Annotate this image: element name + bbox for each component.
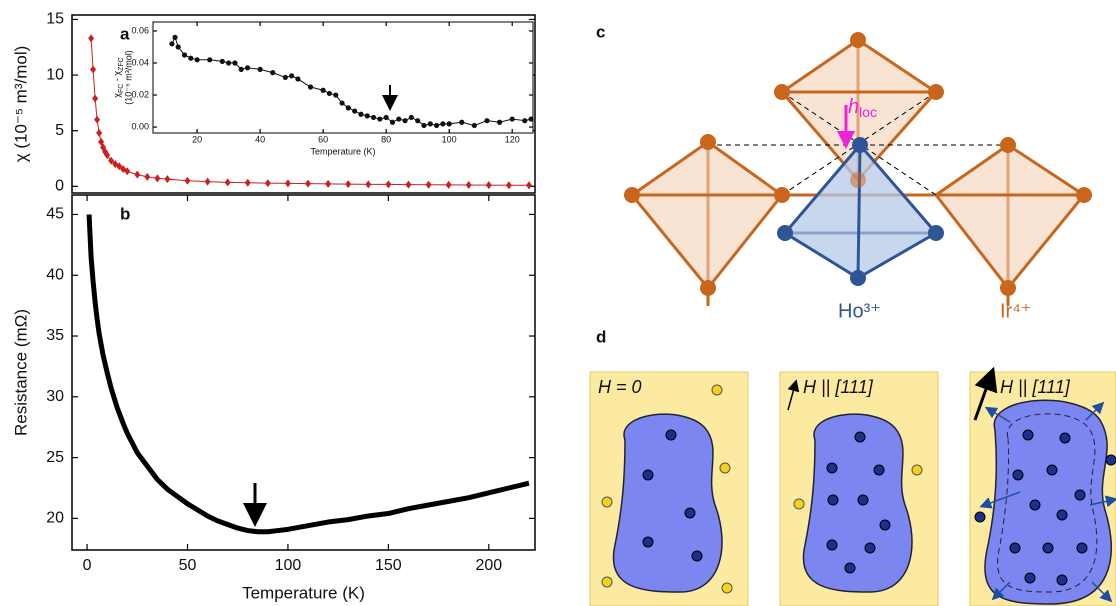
data-point: [188, 56, 193, 61]
y-tick-label: 45: [46, 206, 64, 223]
data-point: [440, 121, 445, 126]
y-tick-label: 0.02: [131, 89, 149, 99]
panel-label: a: [120, 24, 130, 43]
ion-label: Ir⁴⁺: [1000, 300, 1031, 322]
data-point: [270, 70, 275, 75]
y-tick-label: 25: [46, 449, 64, 466]
data-point: [195, 57, 200, 62]
field-panels: [590, 372, 1116, 606]
x-tick-label: 100: [442, 134, 457, 144]
x-tick-label: 150: [375, 557, 402, 574]
y-tick-label: 10: [46, 66, 64, 83]
data-point: [289, 73, 294, 78]
y-axis-label: χ (10⁻⁵ m³/mol): [11, 46, 30, 163]
y-axis-label: Resistance (mΩ): [11, 309, 30, 436]
data-point: [522, 118, 527, 123]
data-point: [529, 116, 534, 121]
data-point: [327, 91, 332, 96]
data-point: [358, 112, 363, 117]
y-tick-label: 0: [55, 178, 64, 195]
data-point: [232, 60, 237, 65]
figure: 0 5 10 15 a χ (10⁻⁵ m³/mol) 0.00 0.02 0.04 0.06 20…: [0, 0, 1116, 606]
data-point: [339, 100, 344, 105]
data-point: [169, 41, 174, 46]
field-symbol: h: [848, 96, 859, 118]
data-point: [207, 57, 212, 62]
data-point: [409, 115, 414, 120]
y-tick-label: 35: [46, 327, 64, 344]
y-tick-label: 30: [46, 388, 64, 405]
x-tick-label: 120: [505, 134, 520, 144]
data-point: [333, 92, 338, 97]
data-point: [226, 60, 231, 65]
data-point: [346, 105, 351, 110]
ho-tetrahedron: [785, 145, 936, 278]
plot-frame: [153, 22, 533, 133]
data-point: [402, 118, 407, 123]
x-tick-label: 50: [179, 557, 197, 574]
y-tick-label: 0.04: [131, 57, 149, 67]
data-point: [371, 115, 376, 120]
data-point: [497, 120, 502, 125]
x-axis-label: Temperature (K): [242, 583, 365, 602]
ion-label: Ho³⁺: [838, 300, 881, 322]
panel-label: b: [120, 204, 130, 223]
data-point: [428, 121, 433, 126]
data-point: [182, 52, 187, 57]
data-point: [434, 123, 439, 128]
data-point: [384, 115, 389, 120]
data-point: [321, 88, 326, 93]
y-tick-label: 15: [46, 11, 64, 28]
y-axis-label-part: - χ: [112, 71, 122, 84]
data-point: [239, 67, 244, 72]
panel-label: c: [596, 22, 605, 41]
data-point: [447, 121, 452, 126]
y-tick-label: 0.06: [131, 25, 149, 35]
y-tick-label: 40: [46, 266, 64, 283]
page: {"chart_data": [ {"type": "line", "label…: [0, 0, 1116, 606]
data-point: [283, 75, 288, 80]
data-point: [459, 120, 464, 125]
field-condition: H || [111]: [1000, 377, 1071, 397]
y-tick-label: 20: [46, 510, 64, 527]
data-point: [352, 108, 357, 113]
data-point: [415, 118, 420, 123]
data-point: [484, 118, 489, 123]
data-point: [390, 120, 395, 125]
field-condition: H = 0: [598, 377, 642, 397]
x-tick-label: 40: [255, 134, 265, 144]
x-axis-label: Temperature (K): [310, 146, 375, 156]
x-tick-label: 60: [318, 134, 328, 144]
data-point: [396, 116, 401, 121]
field-condition: H || [111]: [803, 377, 874, 397]
x-tick-label: 80: [381, 134, 391, 144]
y-tick-label: 0.00: [131, 121, 149, 131]
data-point: [172, 35, 177, 40]
x-tick-label: 100: [275, 557, 302, 574]
x-tick-label: 0: [83, 557, 92, 574]
data-point: [245, 65, 250, 70]
data-point: [510, 116, 515, 121]
field-subscript: loc: [859, 104, 877, 120]
y-axis-label-unit: (10⁻⁵ m³/mol): [123, 50, 133, 104]
data-point: [365, 113, 370, 118]
data-point: [176, 44, 181, 49]
y-tick-label: 5: [55, 122, 64, 139]
data-point: [220, 59, 225, 64]
data-point: [377, 116, 382, 121]
data-point: [308, 84, 313, 89]
x-tick-label: 20: [192, 134, 202, 144]
charts: 0 5 10 15 a χ (10⁻⁵ m³/mol) 0.00 0.02 0.04 0.06 20…: [11, 11, 535, 603]
data-point: [472, 123, 477, 128]
panel-label: d: [596, 327, 606, 346]
x-tick-label: 200: [475, 557, 502, 574]
data-point: [421, 123, 426, 128]
data-point: [295, 76, 300, 81]
data-point: [258, 67, 263, 72]
